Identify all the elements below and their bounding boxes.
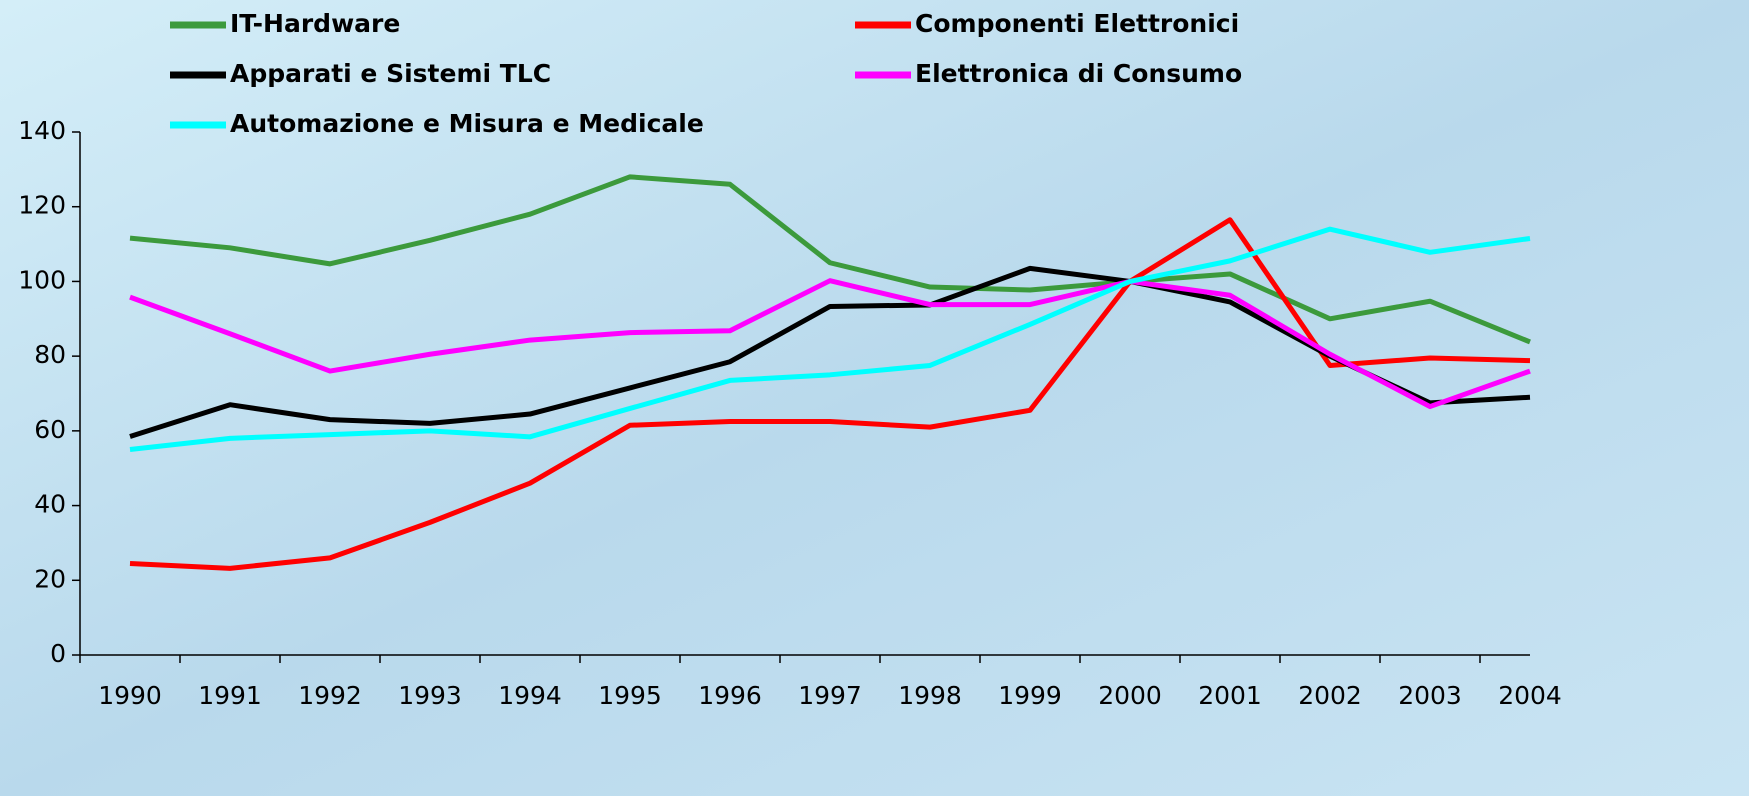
x-tick-label: 2000	[1098, 681, 1162, 710]
series-line	[129, 226, 1531, 453]
series-line	[129, 174, 1531, 345]
y-tick-label: 80	[34, 340, 66, 369]
y-tick-label: 140	[18, 116, 66, 145]
x-tick-label: 1992	[298, 681, 362, 710]
x-tick-label: 1991	[198, 681, 262, 710]
y-tick-label: 20	[34, 564, 66, 593]
x-tick-label: 1990	[98, 681, 162, 710]
series-line	[129, 217, 1531, 571]
legend-label: IT-Hardware	[230, 9, 400, 38]
x-tick-label: 1993	[398, 681, 462, 710]
x-tick-label: 2002	[1298, 681, 1362, 710]
series-line	[129, 265, 1531, 439]
x-tick-label: 2001	[1198, 681, 1262, 710]
x-tick-label: 2003	[1398, 681, 1462, 710]
y-tick-label: 60	[34, 415, 66, 444]
x-tick-label: 1995	[598, 681, 662, 710]
legend-label: Apparati e Sistemi TLC	[230, 59, 551, 88]
legend-label: Automazione e Misura e Medicale	[230, 109, 704, 138]
legend-label: Componenti Elettronici	[915, 9, 1239, 38]
x-tick-label: 1997	[798, 681, 862, 710]
y-tick-label: 120	[18, 191, 66, 220]
x-tick-label: 1996	[698, 681, 762, 710]
y-tick-label: 40	[34, 490, 66, 519]
x-tick-label: 1994	[498, 681, 562, 710]
legend-label: Elettronica di Consumo	[915, 59, 1242, 88]
series-line	[129, 278, 1531, 410]
y-tick-label: 100	[18, 265, 66, 294]
y-tick-label: 0	[50, 639, 66, 668]
x-tick-label: 2004	[1498, 681, 1562, 710]
x-tick-label: 1999	[998, 681, 1062, 710]
x-tick-label: 1998	[898, 681, 962, 710]
